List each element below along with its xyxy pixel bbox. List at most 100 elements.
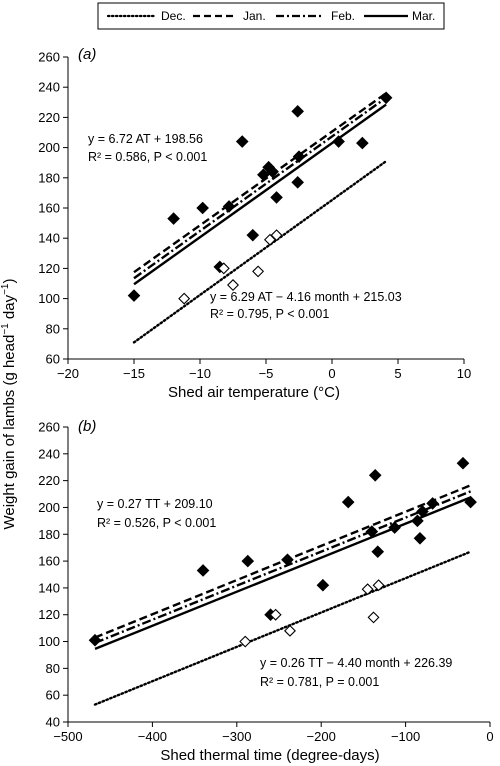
panel-b-label: (b) [78,418,96,435]
panel-a-label: (a) [78,46,96,63]
panel-b-y-tick-label: 160 [38,554,60,569]
panel-b-axes: 40 60 80 100 120 140 160 180 200 220 240 260 −500 −40… [38,420,493,745]
panel-a-filled-diamond-point [292,150,306,163]
panel-b-filled-diamond-point [365,525,379,538]
panel-a-open-diamond-point [252,265,265,278]
panel-a-filled-diamond-point [332,135,345,148]
panel-a-fit-line-mar [133,103,387,286]
panel-b-open-diamond-point [239,635,252,648]
panel-a-filled-diamond-point [291,105,304,118]
panel-b-filled-diamond-point [241,554,255,568]
panel-a-x-tick-label: −15 [123,366,145,381]
legend-label-mar: Mar. [412,9,435,23]
panel-a-y-tick-label: 80 [46,321,60,336]
panel-b-x-tick-label: −100 [391,729,420,744]
panel-b-fit-lines [93,484,472,706]
panel-b-filled-diamond-point [413,531,427,545]
panel-b-points [88,456,477,648]
legend-entry-mar: Mar. [364,9,435,23]
panel-b-filled-diamond-point [371,545,385,559]
panel-a-open-diamond-point [227,279,239,291]
panel-b-fit-line-feb [94,490,472,644]
panel-a-fit-line-dec [132,159,388,344]
panel-a-points [127,91,393,305]
panel-a-filled-diamond-point [246,228,260,242]
panel-b-y-tick-label: 140 [38,580,60,595]
panel-b-open-diamond-point [269,608,282,621]
panel-a-filled-diamond-point [291,176,304,189]
panel-b-filled-diamond-point [416,505,429,518]
panel-a-open-diamond-point [217,262,230,275]
panel-b-eq2-line1: y = 0.26 TT − 4.40 month + 226.39 [260,656,452,670]
panel-b-y-tick-label: 220 [38,473,60,488]
panel-b-x-tick-label: −500 [53,729,82,744]
legend-entry-jan: Jan. [193,9,266,23]
panel-b-eq1-line2: R² = 0.526, P < 0.001 [97,516,216,530]
panel-a-y-tick-label: 260 [38,50,60,65]
panel-a-x-tick-label: −5 [259,366,274,381]
panel-a-filled-diamond-point [270,191,283,204]
panel-b: (b) 40 60 80 100 120 140 160 180 200 220 240 260 −50… [38,418,493,764]
panel-a-fit-line-feb [133,96,387,280]
panel-b-filled-diamond-point [388,521,401,534]
panel-a-x-tick-label: −10 [189,366,211,381]
panel-b-filled-diamond-point [88,633,102,647]
panel-a-y-tick-label: 240 [38,80,60,95]
legend-entry-dec: Dec. [106,9,186,23]
panel-a-y-tick-label: 220 [38,110,60,125]
panel-b-y-tick-label: 120 [38,607,60,622]
legend: Dec. Jan. Feb. Mar. [97,2,445,30]
panel-b-open-diamond-point [361,583,374,596]
legend-label-feb: Feb. [331,9,355,23]
panel-a-filled-diamond-point [356,136,369,150]
panel-a-eq2-line1: y = 6.29 AT − 4.16 month + 215.03 [210,290,402,304]
panel-b-eq2-line2: R² = 0.781, P = 0.001 [260,675,379,689]
panel-a-y-tick-label: 180 [38,170,60,185]
panel-b-fit-line-mar [94,496,472,651]
panel-b-y-tick-label: 40 [46,715,60,730]
panel-a-x-axis-label: Shed air temperature (°C) [168,384,340,401]
panel-b-x-tick-label: 0 [486,729,493,744]
panel-a-filled-diamond-point [167,212,180,225]
panel-a-y-tick-label: 200 [38,140,60,155]
panel-a-x-tick-label: −20 [57,366,79,381]
panel-a-fit-line-jan [133,92,387,274]
panel-b-y-tick-label: 200 [38,500,60,515]
panel-b-filled-diamond-point [196,564,210,577]
panel-b-filled-diamond-point [341,495,355,509]
panel-b-y-tick-label: 180 [38,527,60,542]
panel-a-open-diamond-point [270,229,283,242]
panel-b-filled-diamond-point [464,495,477,509]
panel-b-y-tick-label: 80 [46,661,60,676]
panel-b-filled-diamond-point [456,456,470,470]
panel-a-eq2-line2: R² = 0.795, P < 0.001 [210,307,329,321]
legend-entry-feb: Feb. [276,9,355,23]
panel-b-fit-line-dec [93,550,472,706]
panel-a-eq1-line1: y = 6.72 AT + 198.56 [88,132,203,146]
panel-a-filled-diamond-point [222,200,236,213]
panel-a-filled-diamond-point [196,201,209,215]
panel-a-eq1-line2: R² = 0.586, P < 0.001 [88,150,207,164]
panel-b-filled-diamond-point [426,497,439,510]
panel-b-fit-line-jan [94,484,472,639]
panel-a-x-tick-label: 10 [457,366,471,381]
panel-a-y-tick-label: 140 [38,231,60,246]
panel-b-open-diamond-point [372,579,385,592]
legend-label-dec: Dec. [161,9,186,23]
panel-b-eq1-line1: y = 0.27 TT + 209.10 [97,497,213,511]
panel-a-filled-diamond-point [257,168,270,182]
panel-a-x-tick-label: 0 [328,366,335,381]
panel-b-y-tick-label: 240 [38,446,60,461]
panel-b-y-tick-label: 60 [46,688,60,703]
panel-b-filled-diamond-point [316,578,330,592]
panel-b-open-diamond-point [367,611,380,624]
panel-b-open-diamond-point [283,624,296,637]
panel-a-open-diamond-point [178,292,191,305]
panel-a-y-tick-label: 120 [38,261,60,276]
panel-b-filled-diamond-point [411,514,424,528]
panel-b-filled-diamond-point [368,468,382,482]
panel-b-x-axis-label: Shed thermal time (degree-days) [160,747,379,764]
